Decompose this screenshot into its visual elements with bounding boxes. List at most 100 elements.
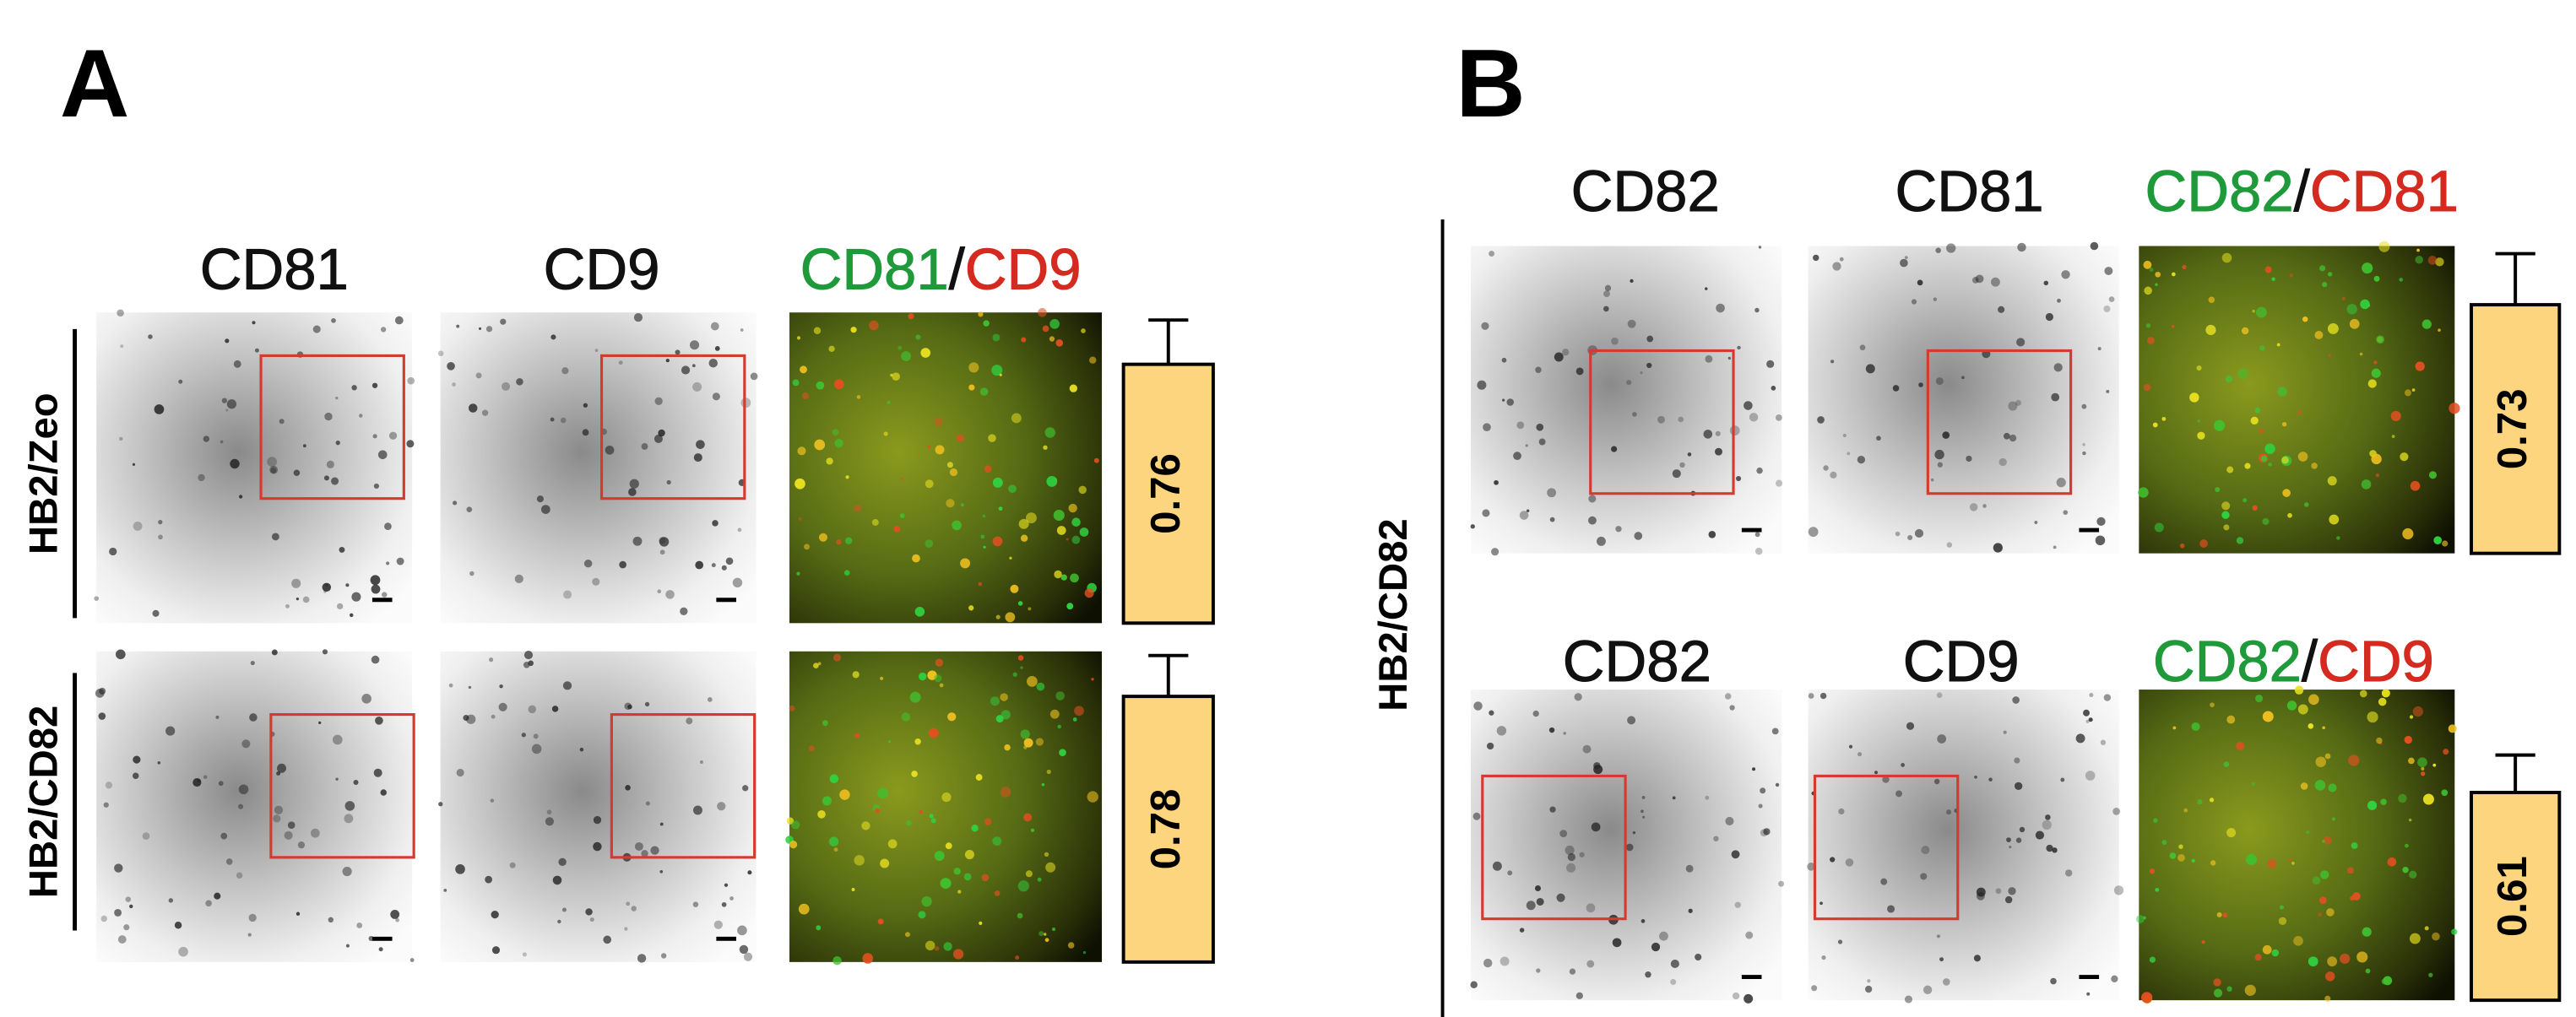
speckle bbox=[120, 344, 124, 349]
speckle bbox=[998, 506, 1003, 511]
speckle bbox=[978, 582, 983, 587]
speckle bbox=[2086, 992, 2091, 996]
speckle bbox=[142, 832, 150, 840]
speckle bbox=[833, 847, 838, 852]
speckle bbox=[2288, 858, 2292, 862]
speckle bbox=[2161, 416, 2167, 421]
speckle bbox=[437, 350, 444, 357]
micrograph bbox=[1807, 690, 2124, 1003]
micrograph bbox=[1470, 690, 1785, 1003]
speckle bbox=[2103, 694, 2112, 701]
speckle bbox=[1625, 843, 1634, 852]
speckle bbox=[854, 733, 860, 738]
speckle bbox=[296, 597, 300, 601]
speckle bbox=[839, 789, 850, 800]
speckle bbox=[1084, 588, 1094, 598]
speckle bbox=[481, 409, 489, 416]
speckle bbox=[971, 825, 979, 832]
speckle bbox=[653, 434, 663, 443]
panel-label: B bbox=[1456, 30, 1525, 138]
speckle bbox=[1752, 767, 1756, 771]
speckle bbox=[2378, 697, 2387, 706]
speckle bbox=[1880, 878, 1888, 885]
speckle bbox=[693, 453, 702, 463]
speckle bbox=[2421, 319, 2432, 329]
speckle bbox=[1017, 601, 1023, 606]
speckle bbox=[904, 932, 910, 938]
speckle bbox=[2409, 870, 2417, 879]
bar bbox=[1121, 695, 1215, 964]
speckle bbox=[271, 649, 278, 656]
speckle bbox=[552, 875, 562, 885]
speckle bbox=[1038, 308, 1047, 317]
speckle bbox=[1566, 863, 1576, 873]
speckle bbox=[2255, 695, 2264, 703]
speckle bbox=[2327, 476, 2337, 486]
micrograph bbox=[1470, 246, 1783, 556]
speckle bbox=[1634, 532, 1643, 540]
speckle bbox=[2340, 953, 2351, 964]
speckle bbox=[2144, 286, 2152, 295]
speckle bbox=[1895, 790, 1903, 798]
speckle bbox=[789, 841, 798, 849]
speckle bbox=[2014, 782, 2023, 791]
speckle bbox=[583, 559, 593, 568]
speckle bbox=[1734, 901, 1741, 908]
roi-box bbox=[269, 713, 415, 859]
speckle bbox=[801, 392, 810, 400]
speckle bbox=[1554, 352, 1564, 362]
speckle bbox=[2277, 387, 2287, 397]
speckle bbox=[992, 536, 1003, 547]
speckle bbox=[2302, 316, 2308, 322]
speckle bbox=[947, 712, 957, 722]
speckle bbox=[326, 460, 334, 468]
speckle bbox=[2171, 324, 2175, 328]
speckle bbox=[919, 809, 923, 814]
speckle bbox=[1672, 796, 1676, 800]
speckle bbox=[2323, 836, 2332, 845]
speckle bbox=[1567, 852, 1575, 862]
speckle bbox=[813, 663, 819, 669]
speckle bbox=[2259, 345, 2265, 351]
speckle bbox=[1044, 427, 1055, 438]
speckle bbox=[322, 582, 332, 592]
speckle bbox=[1942, 978, 1950, 986]
speckle bbox=[980, 534, 985, 539]
row-label: HB2/CD82 bbox=[22, 706, 67, 898]
speckle bbox=[1025, 870, 1033, 878]
speckle bbox=[1708, 531, 1716, 538]
speckle bbox=[1023, 813, 1033, 822]
speckle bbox=[2400, 452, 2409, 462]
speckle bbox=[2404, 735, 2412, 744]
speckle bbox=[1569, 968, 1576, 975]
speckle bbox=[650, 846, 659, 855]
speckle bbox=[1074, 706, 1084, 717]
speckle bbox=[478, 327, 482, 331]
speckle bbox=[2252, 505, 2258, 511]
speckle bbox=[2254, 954, 2262, 961]
speckle bbox=[1729, 705, 1735, 711]
speckle bbox=[2215, 487, 2221, 493]
speckle bbox=[659, 549, 665, 555]
speckle bbox=[2375, 473, 2380, 478]
speckle bbox=[949, 468, 958, 477]
speckle bbox=[2012, 696, 2020, 704]
speckle bbox=[710, 322, 719, 331]
speckle bbox=[533, 733, 539, 739]
speckle bbox=[721, 901, 727, 907]
speckle bbox=[2063, 510, 2069, 516]
speckle bbox=[297, 841, 306, 849]
speckle bbox=[1813, 254, 1819, 262]
speckle bbox=[238, 495, 243, 499]
speckle bbox=[625, 785, 631, 791]
speckle bbox=[2161, 840, 2167, 845]
speckle bbox=[660, 953, 667, 959]
speckle bbox=[1859, 344, 1866, 351]
speckle bbox=[939, 683, 944, 688]
speckle bbox=[1481, 322, 1489, 330]
speckle bbox=[791, 820, 800, 830]
speckle bbox=[2294, 685, 2304, 695]
speckle bbox=[2111, 975, 2118, 982]
speckle bbox=[2208, 296, 2215, 304]
speckle bbox=[1904, 995, 1913, 1003]
